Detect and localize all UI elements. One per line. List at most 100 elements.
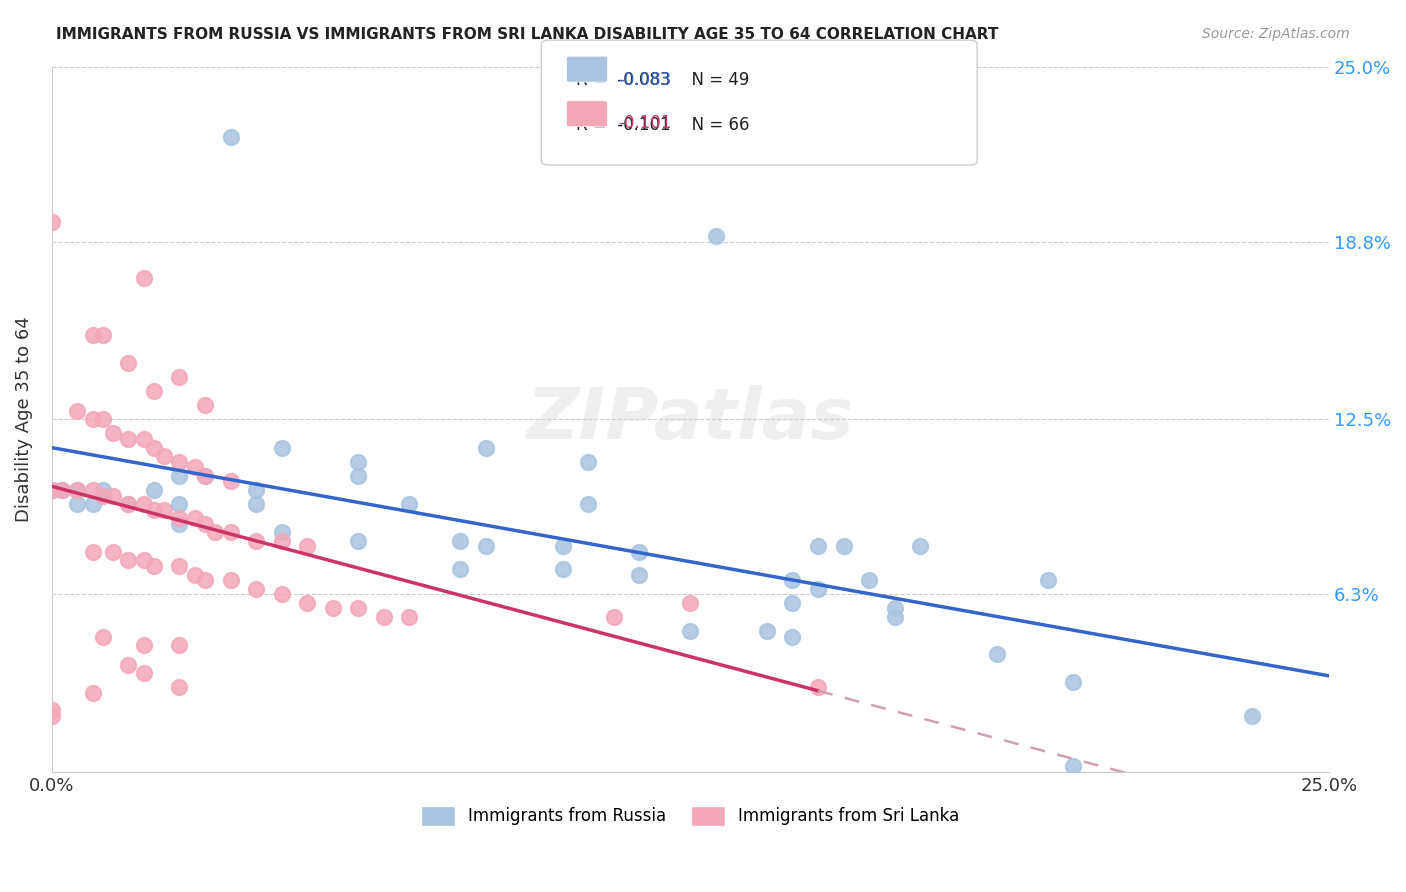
Point [169,497,191,511]
Point [270,441,292,455]
Point [832,539,855,553]
Point [245,582,267,596]
Point [117,657,139,672]
Point [66,483,89,497]
Point [117,497,139,511]
Point [219,525,242,540]
Point [1036,573,1059,587]
Point [169,638,191,652]
Point [245,497,267,511]
Point [628,545,651,559]
Point [576,455,599,469]
Point [1062,674,1084,689]
Point [679,596,702,610]
Point [142,559,165,574]
Point [132,638,155,652]
Point [449,562,471,576]
Point [219,475,242,489]
Point [782,596,804,610]
Point [117,432,139,446]
Point [295,539,318,553]
Point [219,130,242,145]
Point [807,539,830,553]
Point [101,545,124,559]
Point [986,647,1008,661]
Point [194,573,217,587]
Point [1062,759,1084,773]
Point [91,412,114,426]
Point [169,511,191,525]
Point [194,468,217,483]
Point [347,601,370,615]
Point [1241,708,1264,723]
Point [245,483,267,497]
Point [51,483,73,497]
Point [153,502,176,516]
Point [194,398,217,412]
Text: R =  -0.083    N = 49: R = -0.083 N = 49 [576,71,749,89]
Point [169,468,191,483]
Point [142,483,165,497]
Point [169,516,191,531]
Point [194,516,217,531]
Point [270,587,292,601]
Point [194,468,217,483]
Point [91,327,114,342]
Point [373,610,395,624]
Text: ZIPatlas: ZIPatlas [527,384,853,454]
Text: -0.101: -0.101 [619,114,672,132]
Point [270,525,292,540]
Point [51,483,73,497]
Point [184,511,207,525]
Point [704,228,727,243]
Point [142,384,165,398]
Point [755,624,778,638]
Point [117,497,139,511]
Point [82,545,104,559]
Point [347,533,370,548]
Y-axis label: Disability Age 35 to 64: Disability Age 35 to 64 [15,317,32,522]
Point [551,562,574,576]
Point [184,460,207,475]
Point [782,573,804,587]
Point [169,455,191,469]
Point [398,610,420,624]
Point [347,468,370,483]
Point [66,404,89,418]
Point [551,539,574,553]
Text: -0.083: -0.083 [619,71,672,89]
Point [679,624,702,638]
Point [41,708,63,723]
Point [91,483,114,497]
Point [41,215,63,229]
Point [184,567,207,582]
Point [132,666,155,681]
Point [398,497,420,511]
Point [347,455,370,469]
Point [91,489,114,503]
Point [153,449,176,463]
Point [475,441,498,455]
Point [576,497,599,511]
Point [132,271,155,285]
Point [132,553,155,567]
Point [142,502,165,516]
Text: Source: ZipAtlas.com: Source: ZipAtlas.com [1202,27,1350,41]
Point [101,489,124,503]
Point [117,356,139,370]
Point [132,497,155,511]
Point [858,573,880,587]
Point [66,483,89,497]
Point [475,539,498,553]
Point [82,686,104,700]
Point [91,630,114,644]
Point [883,610,905,624]
Point [101,426,124,441]
Point [66,497,89,511]
Point [41,483,63,497]
Legend: Immigrants from Russia, Immigrants from Sri Lanka: Immigrants from Russia, Immigrants from … [413,797,967,834]
Point [322,601,344,615]
Text: IMMIGRANTS FROM RUSSIA VS IMMIGRANTS FROM SRI LANKA DISABILITY AGE 35 TO 64 CORR: IMMIGRANTS FROM RUSSIA VS IMMIGRANTS FRO… [56,27,998,42]
Point [169,559,191,574]
Point [782,630,804,644]
